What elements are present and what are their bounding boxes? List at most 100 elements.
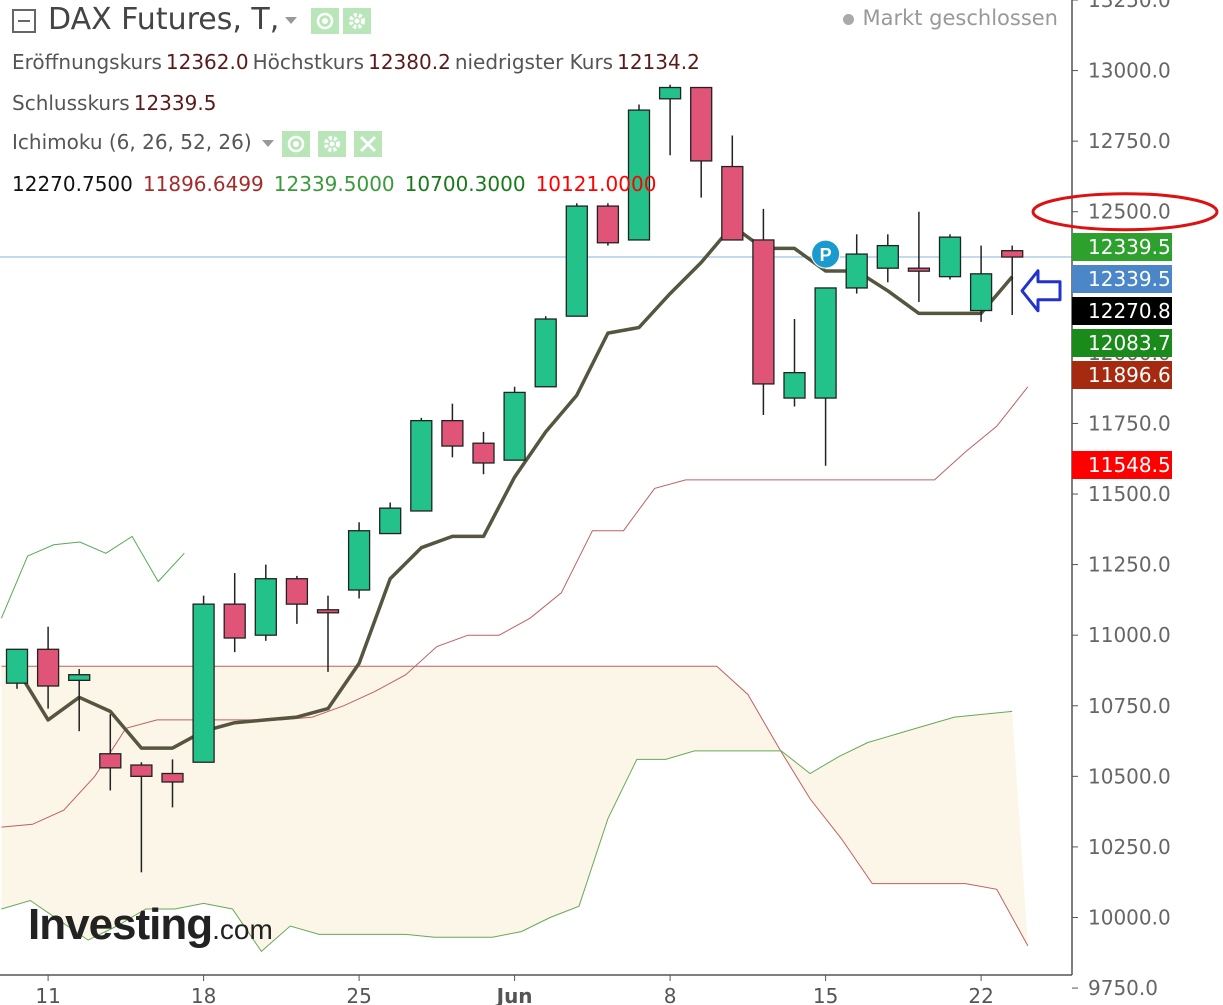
time-tick-label: 22 [968, 984, 993, 1005]
price-tick-label: 10500.0 [1088, 764, 1171, 788]
annotation-ellipse [1031, 192, 1219, 232]
candle-body [658, 86, 682, 100]
price-tag: 11548.5 [1072, 451, 1172, 479]
candle-body [130, 764, 153, 777]
price-tick-label: 10000.0 [1088, 905, 1171, 929]
time-tick-label: 18 [191, 984, 216, 1005]
price-tick-label: 11500.0 [1088, 482, 1171, 506]
close-value: 12339.5 [133, 91, 217, 115]
candle-body [690, 86, 713, 162]
market-status: Markt geschlossen [843, 6, 1058, 30]
candle-body [68, 674, 91, 682]
title-text: DAX Futures, T, [48, 2, 280, 37]
status-dot-icon [843, 13, 855, 25]
candle-body [721, 165, 744, 241]
open-value: 12362.0 [165, 50, 249, 74]
cloud-fill [1, 666, 1028, 952]
candle-body [192, 603, 215, 763]
span-lower-line [1, 710, 1013, 953]
price-tick-label: 10750.0 [1088, 694, 1171, 718]
candle-body [316, 609, 340, 614]
price-axis: 9750.0 10000.0 10250.0 10500.0 10750.0 11000.… [1071, 0, 1171, 1000]
candle-body [783, 371, 806, 399]
eye-icon[interactable] [311, 7, 340, 34]
candle-body [254, 578, 277, 636]
time-axis: 11 18 25 Jun 8 15 22 [0, 974, 1072, 1005]
price-tag: 11896.6 [1072, 361, 1172, 389]
chevron-down-icon[interactable] [261, 140, 274, 147]
price-tick-label: 13250.0 [1088, 0, 1171, 12]
chart-title[interactable]: DAX Futures, T, [12, 2, 372, 37]
indicator-value: 10121.0000 [535, 172, 657, 196]
candle-body [99, 753, 122, 769]
high-label: Höchstkurs [252, 50, 365, 74]
logo-main: Investing [28, 900, 213, 949]
time-tick-label: Jun [495, 984, 533, 1005]
price-tick-label: 11750.0 [1088, 411, 1171, 435]
investing-logo: Investing.com [28, 900, 273, 950]
chikou-line [0, 535, 185, 619]
chevron-down-icon[interactable] [285, 17, 298, 24]
time-tick-label: 8 [664, 984, 677, 1005]
candle-body [627, 109, 651, 241]
annotations: P [811, 192, 1219, 313]
candle-body [5, 648, 29, 684]
candle-body [36, 648, 60, 687]
p-marker-label: P [820, 245, 832, 265]
candle-body [876, 244, 899, 269]
open-label: Eröffnungskurs [12, 50, 162, 74]
high-value: 12380.2 [368, 50, 451, 74]
candle-body [596, 205, 620, 244]
price-tag: 12083.7 [1072, 329, 1172, 357]
gear-icon[interactable] [343, 7, 372, 34]
candle-body [565, 205, 588, 317]
indicator-value: 11896.6499 [142, 172, 264, 196]
price-tick-label: 11250.0 [1088, 553, 1171, 577]
indicator-name[interactable]: Ichimoku (6, 26, 52, 26) [12, 130, 252, 154]
annotation-arrow-icon [1020, 269, 1062, 313]
logo-suffix: .com [212, 914, 273, 945]
price-tick-label: 9750.0 [1088, 976, 1158, 1000]
ohlc-legend-row-1: Eröffnungskurs 12362.0 Höchstkurs 12380.2 ni… [12, 50, 704, 74]
candle-body [534, 318, 557, 388]
close-icon[interactable] [353, 130, 382, 157]
market-status-text: Markt geschlossen [862, 6, 1058, 30]
candle-body [223, 603, 246, 639]
candle-body [410, 419, 433, 512]
candle-body [814, 287, 837, 399]
price-tick-label: 11000.0 [1088, 623, 1171, 647]
candles [5, 84, 1024, 873]
candle-body [969, 273, 993, 312]
price-tick-label: 10250.0 [1088, 835, 1171, 859]
low-label: niedrigster Kurs [454, 50, 614, 74]
candle-body [161, 772, 184, 783]
candle-body [907, 267, 931, 272]
ohlc-legend-row-2: Schlusskurs 12339.5 [12, 91, 220, 115]
indicator-values: 12270.7500 11896.6499 12339.5000 10700.3000… [12, 172, 666, 196]
indicator-value: 12270.7500 [12, 172, 133, 196]
low-value: 12134.2 [617, 50, 700, 74]
eye-icon[interactable] [281, 130, 310, 157]
indicator-value: 12339.5000 [273, 172, 395, 196]
time-tick-label: 25 [346, 984, 371, 1005]
candle-body [938, 236, 962, 278]
candle-body [441, 419, 464, 447]
indicator-value: 10700.3000 [404, 172, 526, 196]
indicator-legend-row[interactable]: Ichimoku (6, 26, 52, 26) [12, 130, 386, 157]
candle-body [347, 530, 371, 591]
ichimoku-cloud [1, 666, 1028, 952]
candle-body [379, 507, 402, 535]
candle-body [1001, 250, 1024, 258]
candle-body [472, 442, 495, 464]
price-tag: 12339.5 [1072, 233, 1172, 261]
collapse-icon[interactable] [12, 8, 36, 33]
candle-body [845, 253, 868, 289]
candle-body [285, 578, 309, 605]
price-tag: 12270.8 [1072, 297, 1172, 325]
price-tick-label: 12500.0 [1088, 200, 1171, 224]
gear-icon[interactable] [317, 130, 346, 157]
span-a-line [1, 386, 1029, 828]
price-tick-label: 13000.0 [1088, 59, 1171, 83]
span-b-line [1, 665, 1029, 946]
